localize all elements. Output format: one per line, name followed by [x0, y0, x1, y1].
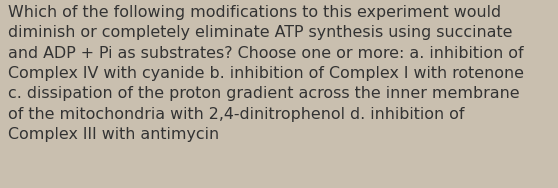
Text: Which of the following modifications to this experiment would
diminish or comple: Which of the following modifications to … — [8, 5, 525, 142]
